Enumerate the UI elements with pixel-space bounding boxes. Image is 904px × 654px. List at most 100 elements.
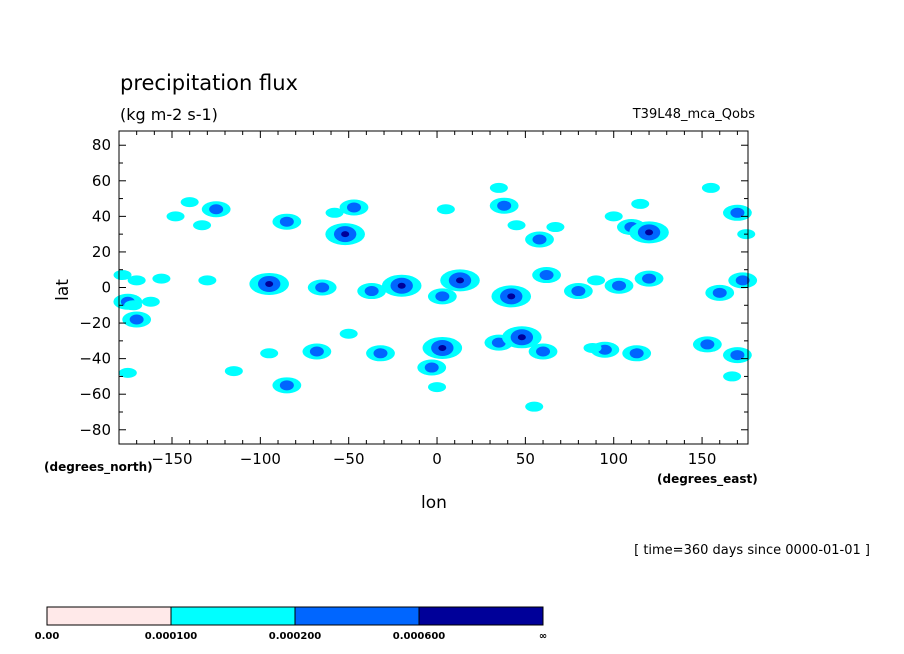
precip-cell-37 [722, 204, 752, 221]
y-tick-label: 60 [92, 172, 111, 190]
precip-cell-62 [583, 342, 602, 353]
x-tick-label: 50 [516, 450, 535, 468]
precip-cell-29 [563, 283, 593, 300]
precip-cell-10-level-1 [166, 211, 185, 222]
run-label: T39L48_mca_Qobs [632, 107, 755, 122]
precip-cell-49-level-3 [517, 334, 526, 341]
precip-cell-24-level-1 [489, 182, 508, 193]
precip-cell-46 [422, 336, 463, 359]
y-tick-label: 20 [92, 243, 111, 261]
precip-cell-48-level-2 [491, 337, 506, 348]
precip-cell-1-level-2 [129, 314, 144, 325]
precip-cell-42 [260, 348, 279, 359]
precip-cell-36-level-2 [712, 287, 727, 298]
y-axis-label: lat [53, 279, 73, 301]
precip-cell-60 [507, 220, 526, 231]
precip-cell-61-level-1 [631, 198, 650, 209]
precip-cell-46-level-3 [438, 344, 447, 351]
precip-cell-39-level-2 [735, 275, 750, 286]
precip-cell-61 [631, 198, 650, 209]
precip-cell-17 [325, 207, 344, 218]
precip-cell-62-level-1 [583, 342, 602, 353]
y-tick-label: 40 [92, 207, 111, 225]
precip-cell-33-level-3 [645, 229, 654, 236]
precip-cell-41-level-2 [279, 380, 294, 391]
precip-cell-52-level-2 [629, 348, 644, 359]
colorbar-swatch [46, 606, 172, 626]
precip-cell-23-level-2 [497, 200, 512, 211]
x-tick-label: −50 [333, 450, 365, 468]
x-tick-label: 100 [599, 450, 628, 468]
x-tick-label: −100 [240, 450, 281, 468]
precip-cell-19-level-3 [397, 282, 406, 289]
precip-cell-58 [224, 366, 243, 377]
precip-cell-19 [381, 274, 422, 297]
colorbar-level-label: 0.000600 [393, 631, 446, 642]
precip-cell-49 [502, 326, 542, 349]
colorbar-level-label: 0.00 [35, 631, 60, 642]
precip-cell-11 [198, 275, 217, 286]
x-tick-label: 150 [688, 450, 717, 468]
precip-cell-23 [489, 197, 519, 214]
precip-cell-2 [124, 300, 143, 311]
precip-cell-44-level-2 [373, 348, 388, 359]
precip-cell-7-level-1 [180, 197, 199, 208]
precip-cell-9 [193, 220, 212, 231]
precip-cell-55-level-2 [730, 350, 745, 361]
precip-cell-15 [325, 223, 365, 246]
precip-cell-21-level-3 [456, 277, 465, 284]
precip-cell-5 [141, 296, 160, 307]
precip-cell-54-level-2 [700, 339, 715, 350]
y-axis: 80 60 40 20 0 −20 −40 −60 −80 [79, 136, 748, 439]
precip-cell-60-level-1 [507, 220, 526, 231]
precip-cell-34-level-2 [642, 273, 657, 284]
precip-cell-12 [249, 272, 289, 295]
precip-cell-54 [692, 336, 722, 353]
precip-cell-4 [127, 275, 146, 286]
precip-cell-47 [428, 382, 447, 393]
precip-cell-8 [201, 201, 231, 218]
precip-cell-6-level-1 [152, 273, 171, 284]
precip-cell-12-level-3 [265, 280, 274, 287]
precip-cell-28-level-1 [546, 222, 565, 233]
precip-cell-4-level-1 [127, 275, 146, 286]
precip-cell-6 [152, 273, 171, 284]
precip-cell-42-level-1 [260, 348, 279, 359]
x-axis: −150 −100 −50 0 50 100 150 [118, 131, 738, 468]
precip-cell-35 [604, 211, 623, 222]
precip-cell-14 [307, 279, 337, 296]
colorbar-swatch [418, 606, 544, 626]
x-tick-label: 0 [432, 450, 442, 468]
time-label: [ time=360 days since 0000-01-01 ] [634, 543, 870, 558]
precip-cell-11-level-1 [198, 275, 217, 286]
precip-cell-9-level-1 [193, 220, 212, 231]
y-unit-label: (degrees_north) [44, 460, 153, 475]
chart-title: precipitation flux [120, 71, 298, 95]
precip-cell-21 [440, 269, 480, 292]
precip-cell-40 [701, 182, 720, 193]
precip-cell-22 [436, 204, 455, 215]
colorbar-level-label: 0.000200 [269, 631, 322, 642]
y-tick-label: −40 [79, 350, 111, 368]
colorbar-swatch [170, 606, 296, 626]
precip-cell-53 [525, 401, 544, 412]
precip-cell-22-level-1 [436, 204, 455, 215]
chart-units: (kg m-2 s-1) [120, 105, 218, 124]
x-unit-label: (degrees_east) [657, 472, 758, 487]
colorbar-level-label: ∞ [539, 631, 547, 642]
precip-cell-13 [272, 213, 302, 230]
y-tick-label: 0 [101, 279, 111, 297]
precip-cell-56-level-1 [723, 371, 742, 382]
precip-cell-8-level-2 [209, 204, 224, 215]
precip-cell-33 [629, 221, 669, 244]
precip-cell-16-level-2 [346, 202, 361, 213]
precip-cell-13-level-2 [279, 216, 294, 227]
precip-cell-10 [166, 211, 185, 222]
precip-cell-34 [634, 270, 664, 287]
precip-cell-58-level-1 [224, 366, 243, 377]
colorbar-level-label: 0.000100 [145, 631, 198, 642]
precip-cell-15-level-3 [341, 231, 350, 238]
precip-cell-3 [113, 270, 132, 281]
precip-cell-26-level-2 [532, 234, 547, 245]
colorbar-swatch [294, 606, 420, 626]
